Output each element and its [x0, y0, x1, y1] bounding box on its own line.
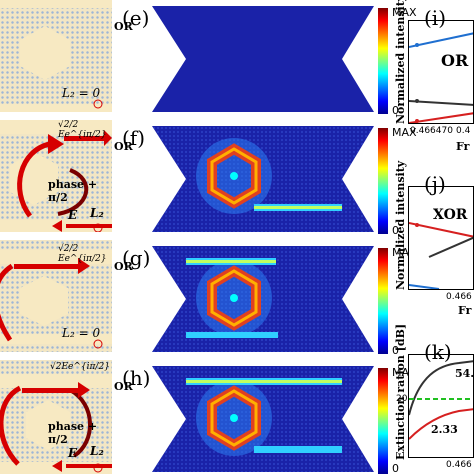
field-map-f [152, 126, 374, 232]
panel-label-i: (i) [424, 6, 447, 30]
colorbar [378, 128, 388, 234]
colorbar-zero: 0 [392, 344, 399, 357]
plot-j: XOR [408, 186, 474, 290]
schematic-shapes [0, 120, 112, 232]
colorbar [378, 368, 388, 474]
plot-j-lines [409, 222, 473, 289]
l2-label: L₂ [90, 444, 104, 458]
panel-label-e: (e) [122, 6, 150, 30]
plot-j-xtick: 0.466 [446, 292, 472, 302]
panel-label-j: (j) [424, 172, 446, 196]
plot-k-annot: 54.4 [455, 367, 474, 380]
coef-label: √2/2 Ee^{iπ/2} [58, 244, 107, 264]
schematic-panel-2: √2/2 Ee^{iπ/2} phase + π/2 E L₂ [0, 120, 112, 232]
plot-i: OR [408, 20, 474, 124]
colorbar [378, 248, 388, 354]
plot-i-ylabel: Normalized intensity [394, 0, 407, 124]
colorbar [378, 8, 388, 114]
field-map-e [152, 6, 374, 112]
coef-label: √2/2 Ee^{iπ/2} [58, 120, 107, 140]
colorbar-zero: 0 [392, 104, 399, 117]
colorbar-zero: 0 [392, 224, 399, 237]
e-label: E [68, 208, 78, 222]
plot-k-ylabel: Extinction ration [dB] [394, 323, 407, 460]
schematic-panel-4: √2Ee^{iπ/2} phase + π/2 E L₂ [0, 360, 112, 474]
schematic-panel-1: L₂ = 0 [0, 0, 112, 112]
plot-i-xtick: 0.4 [456, 126, 471, 136]
phase-label: phase + π/2 [48, 420, 98, 446]
plot-j-tag: XOR [433, 207, 468, 223]
field-map-h [152, 366, 374, 472]
plot-k-ytick: 20 [396, 394, 408, 404]
plot-j-xlabel: Fr [458, 304, 472, 317]
or-tag: OR [114, 380, 133, 393]
or-tag: OR [114, 260, 133, 273]
plot-k: 54.4 2.33 [408, 354, 474, 458]
panel-label-h: (h) [122, 366, 151, 390]
plot-i-lines [409, 32, 473, 123]
panel-label-f: (f) [122, 126, 146, 150]
plot-k-lines [409, 360, 473, 440]
plot-i-xlabel: Fr [456, 140, 470, 153]
colorbar-max: MAX [392, 126, 417, 139]
plot-k-xtick: 0.466 [446, 460, 472, 470]
l2-label: L₂ = 0 [62, 86, 101, 100]
l2-label: L₂ = 0 [62, 326, 101, 340]
or-tag: OR [114, 140, 133, 153]
coef-label: √2Ee^{iπ/2} [50, 362, 110, 372]
schematic-shapes [0, 374, 112, 474]
panel-label-k: (k) [424, 340, 452, 364]
l2-label: L₂ [90, 206, 104, 220]
colorbar-max: MAX [392, 6, 417, 19]
panel-label-g: (g) [122, 246, 151, 270]
plot-i-tag: OR [441, 51, 469, 70]
colorbar-zero: 0 [392, 462, 399, 475]
plot-j-ylabel: Normalized intensity [394, 160, 407, 290]
or-tag: OR [114, 20, 133, 33]
phase-label: phase + π/2 [48, 178, 98, 204]
schematic-shapes [0, 250, 112, 349]
e-label: E [68, 446, 78, 460]
plot-i-xtick: 0.466470 [410, 126, 453, 136]
schematic-shapes [0, 0, 112, 112]
plot-k-annot: 2.33 [431, 423, 458, 436]
schematic-panel-3: √2/2 Ee^{iπ/2} L₂ = 0 [0, 240, 112, 352]
field-map-g [152, 246, 374, 352]
